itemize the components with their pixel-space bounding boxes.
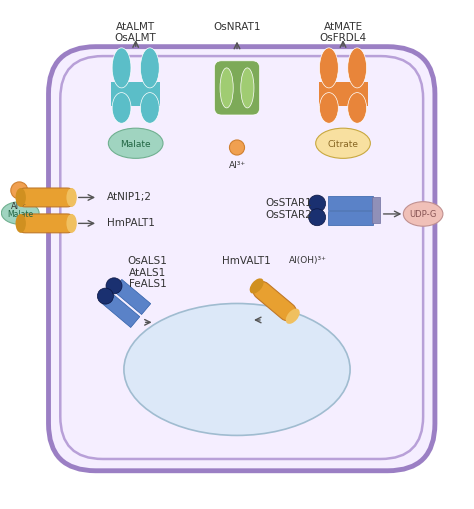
Circle shape <box>11 183 28 200</box>
Circle shape <box>309 209 326 227</box>
Ellipse shape <box>140 94 159 124</box>
Ellipse shape <box>66 189 77 208</box>
Ellipse shape <box>319 94 338 124</box>
Bar <box>328 211 373 225</box>
Text: OsALS1
AtALS1
FeALS1: OsALS1 AtALS1 FeALS1 <box>128 256 167 289</box>
Text: HmVALT1: HmVALT1 <box>222 256 271 265</box>
Circle shape <box>97 289 113 304</box>
Ellipse shape <box>124 304 350 436</box>
Bar <box>113 280 151 315</box>
Ellipse shape <box>316 129 370 159</box>
Ellipse shape <box>66 214 77 233</box>
FancyBboxPatch shape <box>48 47 435 471</box>
Bar <box>372 197 380 224</box>
Text: Al³⁺: Al³⁺ <box>228 160 246 169</box>
FancyBboxPatch shape <box>17 214 75 233</box>
Text: AtNIP1;2: AtNIP1;2 <box>108 192 153 202</box>
Bar <box>328 196 373 210</box>
Text: Malate: Malate <box>120 139 151 149</box>
Text: OsNRAT1: OsNRAT1 <box>213 22 261 32</box>
Ellipse shape <box>1 202 39 225</box>
Ellipse shape <box>250 279 264 294</box>
Bar <box>319 83 367 106</box>
Ellipse shape <box>319 49 338 89</box>
Ellipse shape <box>112 49 131 89</box>
Text: Al(OH)³⁺: Al(OH)³⁺ <box>289 256 327 264</box>
FancyBboxPatch shape <box>60 57 423 459</box>
Ellipse shape <box>140 49 159 89</box>
Text: AtALMT
OsALMT: AtALMT OsALMT <box>115 22 156 43</box>
Text: OsSTAR1
OsSTAR2: OsSTAR1 OsSTAR2 <box>265 197 312 219</box>
Ellipse shape <box>241 69 254 109</box>
Text: Citrate: Citrate <box>328 139 358 149</box>
Ellipse shape <box>220 69 233 109</box>
Text: HmPALT1: HmPALT1 <box>108 217 155 228</box>
Ellipse shape <box>403 202 443 227</box>
Text: Al³⁺: Al³⁺ <box>11 202 27 210</box>
FancyBboxPatch shape <box>17 189 75 208</box>
Ellipse shape <box>16 214 26 233</box>
Bar <box>102 293 140 328</box>
FancyBboxPatch shape <box>254 282 296 321</box>
Ellipse shape <box>16 189 26 208</box>
Ellipse shape <box>348 94 366 124</box>
Ellipse shape <box>286 309 300 324</box>
Circle shape <box>106 278 122 294</box>
Circle shape <box>229 140 245 156</box>
Bar <box>111 83 160 106</box>
Text: UDP-G: UDP-G <box>410 210 437 219</box>
Circle shape <box>309 196 326 213</box>
FancyBboxPatch shape <box>214 62 260 116</box>
Ellipse shape <box>348 49 366 89</box>
Text: AtMATE
OsFRDL4: AtMATE OsFRDL4 <box>319 22 366 43</box>
Text: Malate: Malate <box>7 209 33 218</box>
Ellipse shape <box>109 129 163 159</box>
Ellipse shape <box>112 94 131 124</box>
